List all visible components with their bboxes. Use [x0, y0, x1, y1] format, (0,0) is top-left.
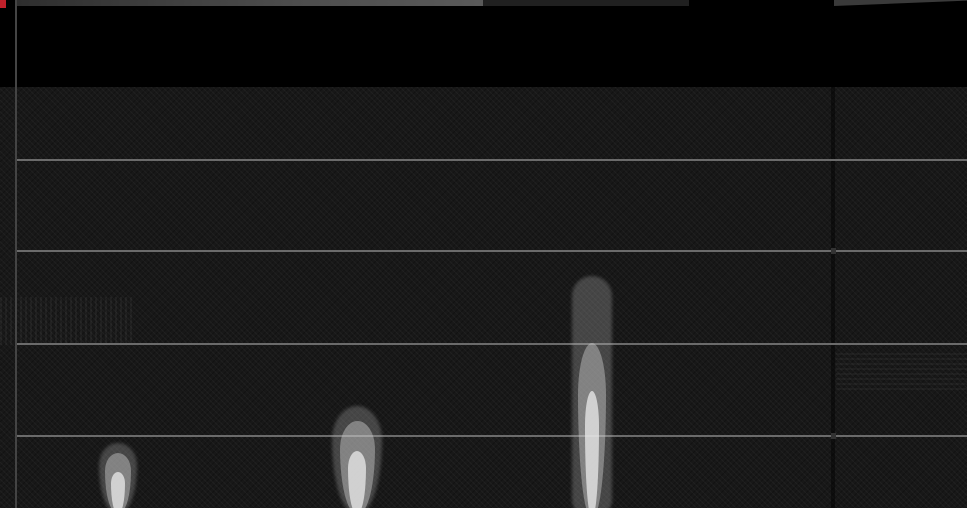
floor-texture-patch [0, 297, 135, 345]
rope-post [831, 248, 836, 254]
flame-core [348, 450, 366, 508]
flame-jet-icon [572, 276, 612, 508]
floor-texture-patch [836, 350, 967, 390]
progress-track [16, 0, 689, 6]
rope-line [836, 250, 967, 252]
rope-line [17, 250, 831, 252]
progress-fill [16, 0, 484, 6]
rope-line [17, 343, 967, 345]
floor-surface [0, 87, 967, 508]
rope-line [17, 159, 967, 161]
rope-post [831, 433, 836, 439]
health-marker-icon [0, 0, 6, 8]
top-right-slope [834, 0, 967, 6]
flame-core [111, 472, 125, 508]
rope-line [17, 435, 831, 437]
flame-core [584, 391, 600, 508]
floor-seam [831, 87, 835, 508]
flame-jet-icon [332, 406, 382, 508]
flame-jet-icon [99, 443, 137, 508]
rope-line [836, 435, 967, 437]
top-hud-bar [0, 0, 967, 87]
left-rail [15, 0, 17, 508]
